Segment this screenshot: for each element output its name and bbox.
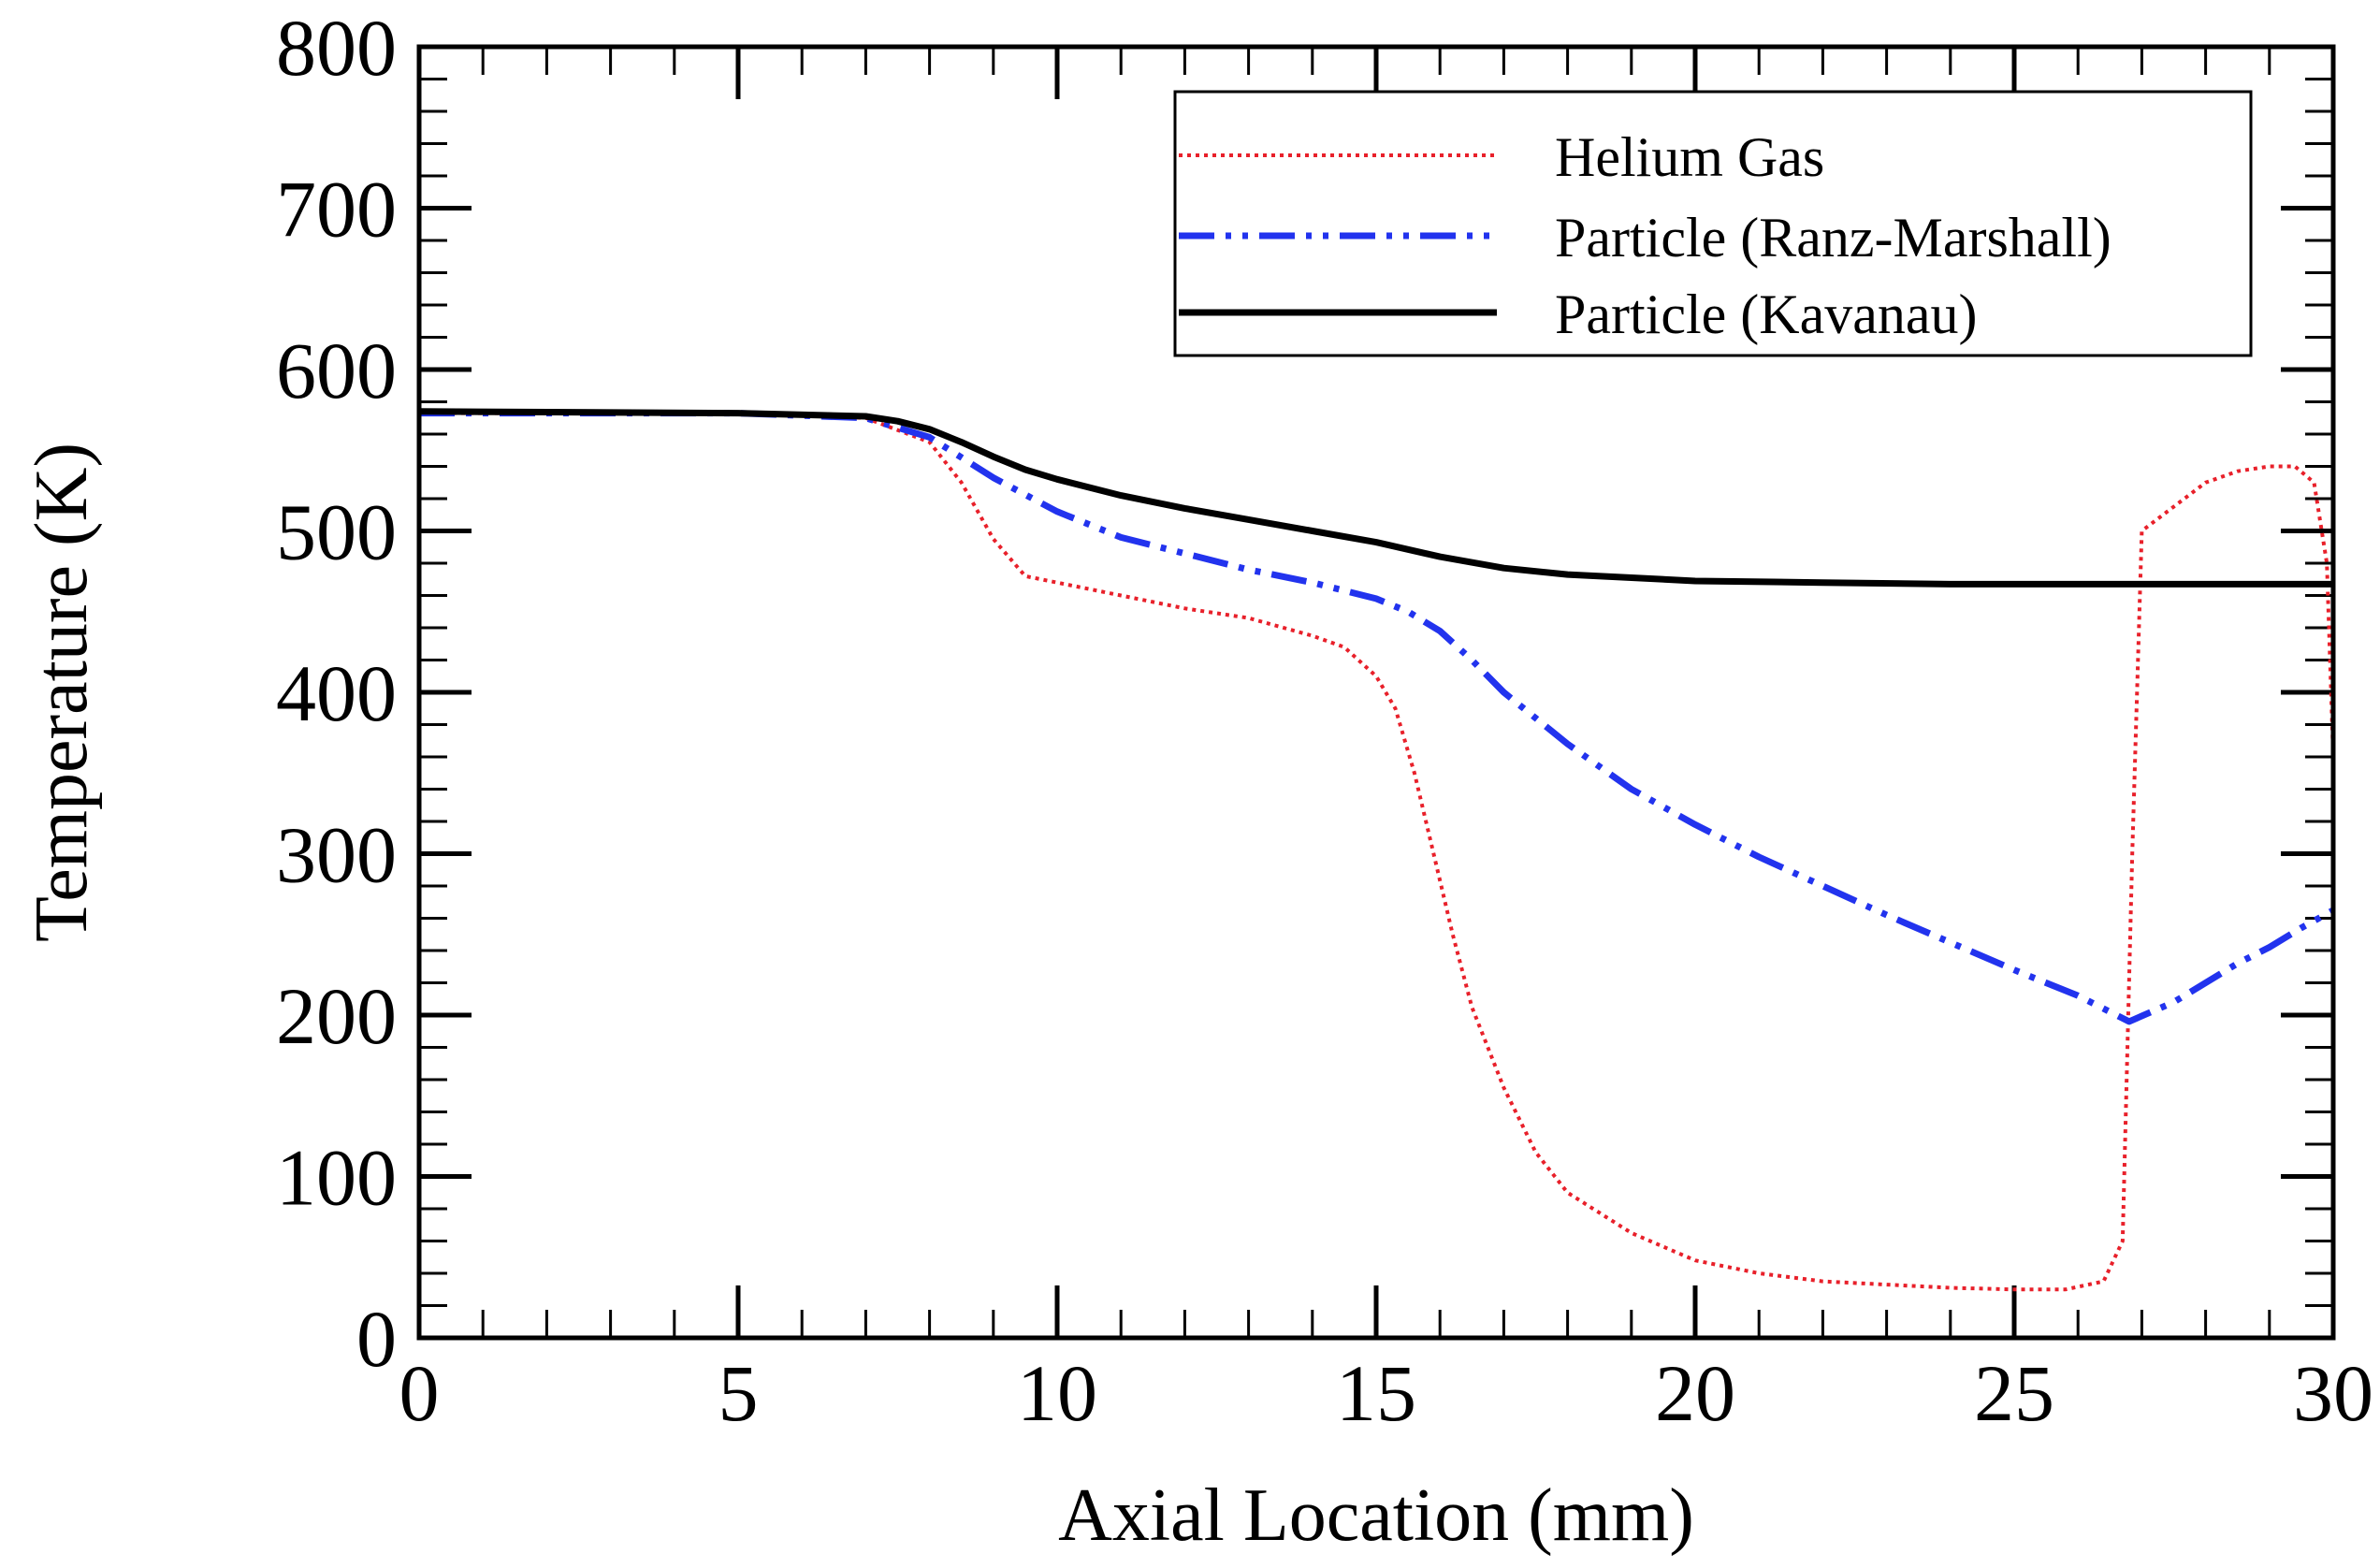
x-tick-label-15: 15 — [1336, 1348, 1416, 1438]
series-line-helium-gas — [419, 411, 2333, 1292]
legend-label-particle-ranz-marshall: Particle (Ranz-Marshall) — [1555, 207, 2112, 269]
x-tick-label-10: 10 — [1017, 1348, 1097, 1438]
y-tick-label-0: 0 — [356, 1294, 397, 1384]
x-tick-label-0: 0 — [399, 1348, 440, 1438]
major-ticks — [416, 44, 2336, 1341]
legend-label-particle-kavanau: Particle (Kavanau) — [1555, 283, 1977, 345]
y-tick-label-200: 200 — [276, 971, 397, 1061]
minor-ticks — [419, 47, 2333, 1338]
y-tick-label-400: 400 — [276, 648, 397, 738]
x-tick-label-25: 25 — [1974, 1348, 2054, 1438]
y-tick-label-500: 500 — [276, 487, 397, 577]
x-tick-label-5: 5 — [718, 1348, 759, 1438]
x-axis-title: Axial Location (mm) — [1058, 1474, 1694, 1557]
x-tick-label-30: 30 — [2293, 1348, 2373, 1438]
x-tick-label-20: 20 — [1655, 1348, 1735, 1438]
y-tick-label-800: 800 — [276, 3, 397, 93]
y-tick-label-300: 300 — [276, 810, 397, 900]
y-tick-label-700: 700 — [276, 165, 397, 254]
y-axis-title: Temperature (K) — [21, 443, 103, 942]
series-layer — [419, 408, 2333, 1292]
y-tick-label-100: 100 — [276, 1133, 397, 1223]
legend: Helium Gas Particle (Ranz-Marshall) Part… — [1173, 90, 2253, 357]
y-tick-labels: 0 100 200 300 400 500 600 700 800 — [276, 3, 397, 1384]
series-line-particle-kavanau — [419, 408, 2333, 588]
plot-frame — [416, 44, 2336, 1341]
series-line-particle-ranz-marshall — [419, 410, 2333, 1025]
y-tick-label-600: 600 — [276, 326, 397, 415]
x-tick-labels: 0 5 10 15 20 25 30 — [399, 1348, 2374, 1438]
legend-label-helium-gas: Helium Gas — [1555, 126, 1824, 188]
